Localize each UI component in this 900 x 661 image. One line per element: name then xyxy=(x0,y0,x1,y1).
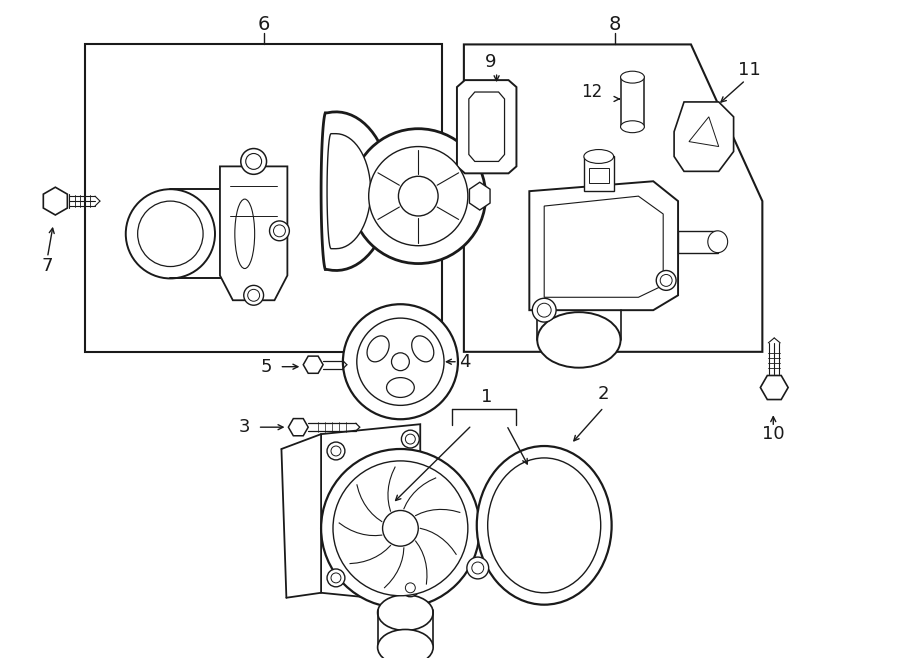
Circle shape xyxy=(405,583,415,593)
Text: 4: 4 xyxy=(459,353,471,371)
Polygon shape xyxy=(321,112,391,270)
Ellipse shape xyxy=(477,446,612,605)
Circle shape xyxy=(401,579,419,597)
Circle shape xyxy=(269,221,290,241)
Circle shape xyxy=(472,562,483,574)
Text: 10: 10 xyxy=(762,425,785,443)
Ellipse shape xyxy=(367,336,389,362)
Bar xyxy=(589,169,608,183)
Polygon shape xyxy=(43,187,68,215)
Bar xyxy=(621,77,644,127)
Ellipse shape xyxy=(621,121,644,133)
Circle shape xyxy=(399,176,438,216)
Polygon shape xyxy=(464,44,762,352)
Circle shape xyxy=(392,353,410,371)
Circle shape xyxy=(321,449,480,607)
Ellipse shape xyxy=(584,149,614,163)
Polygon shape xyxy=(457,80,517,173)
Polygon shape xyxy=(674,102,734,171)
Circle shape xyxy=(382,510,418,546)
Text: 7: 7 xyxy=(41,256,53,274)
Circle shape xyxy=(248,290,259,301)
Polygon shape xyxy=(529,181,678,310)
Text: 5: 5 xyxy=(261,358,273,375)
Polygon shape xyxy=(469,92,505,161)
Circle shape xyxy=(331,573,341,583)
Ellipse shape xyxy=(378,595,433,631)
Ellipse shape xyxy=(537,312,621,368)
Polygon shape xyxy=(288,418,308,436)
Circle shape xyxy=(274,225,285,237)
Ellipse shape xyxy=(378,629,433,661)
Circle shape xyxy=(537,303,551,317)
Bar xyxy=(86,44,442,352)
Ellipse shape xyxy=(386,377,414,397)
Ellipse shape xyxy=(621,71,644,83)
Text: 2: 2 xyxy=(598,385,609,403)
Text: 8: 8 xyxy=(608,15,621,34)
Polygon shape xyxy=(470,182,490,210)
Circle shape xyxy=(467,557,489,579)
Circle shape xyxy=(246,153,262,169)
Ellipse shape xyxy=(411,336,434,362)
Polygon shape xyxy=(220,167,287,300)
Bar xyxy=(584,157,614,191)
Circle shape xyxy=(244,286,264,305)
Circle shape xyxy=(661,274,672,286)
Circle shape xyxy=(343,304,458,419)
Text: 12: 12 xyxy=(581,83,602,101)
Polygon shape xyxy=(689,117,719,147)
Text: 6: 6 xyxy=(257,15,270,34)
Circle shape xyxy=(401,430,419,448)
Circle shape xyxy=(241,149,266,175)
Circle shape xyxy=(405,434,415,444)
Text: 9: 9 xyxy=(485,54,497,71)
Circle shape xyxy=(327,442,345,460)
Circle shape xyxy=(327,569,345,587)
Circle shape xyxy=(532,298,556,322)
Bar xyxy=(678,231,717,253)
Circle shape xyxy=(126,189,215,278)
Circle shape xyxy=(331,446,341,456)
Text: 1: 1 xyxy=(481,389,492,407)
Circle shape xyxy=(333,461,468,596)
Polygon shape xyxy=(321,424,420,603)
Circle shape xyxy=(356,318,444,405)
Polygon shape xyxy=(327,134,371,249)
Circle shape xyxy=(351,129,486,264)
Ellipse shape xyxy=(235,199,255,268)
Polygon shape xyxy=(760,375,788,399)
Circle shape xyxy=(369,147,468,246)
Circle shape xyxy=(656,270,676,290)
Polygon shape xyxy=(544,196,663,297)
Polygon shape xyxy=(303,356,323,373)
Text: 11: 11 xyxy=(738,61,760,79)
Circle shape xyxy=(138,201,203,266)
Ellipse shape xyxy=(225,189,265,278)
Text: 3: 3 xyxy=(239,418,250,436)
Ellipse shape xyxy=(488,458,600,593)
Ellipse shape xyxy=(707,231,727,253)
